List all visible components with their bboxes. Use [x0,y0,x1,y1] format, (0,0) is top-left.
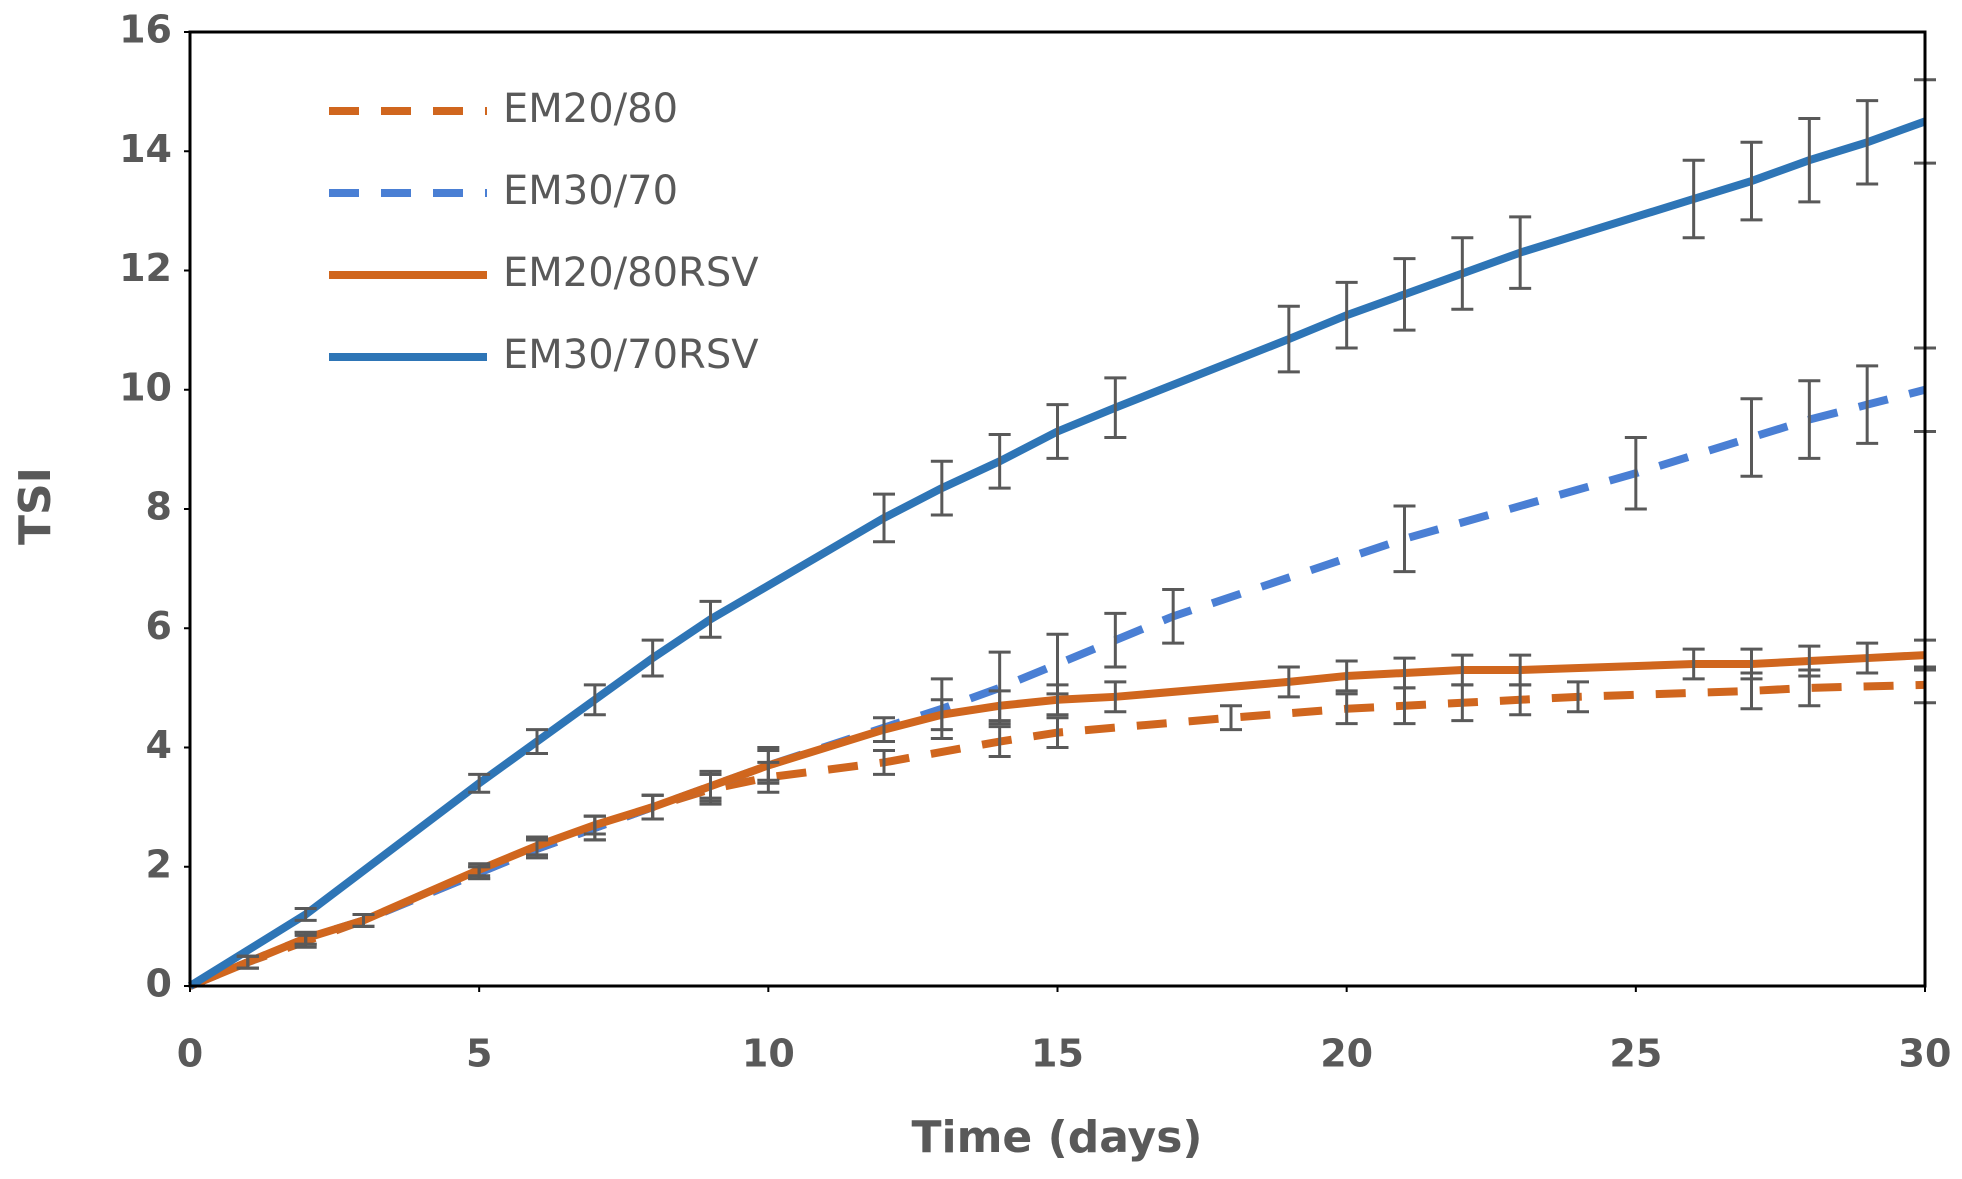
error-bar [1046,716,1069,749]
legend-label: EM20/80RSV [503,250,759,296]
y-tick-label: 8 [146,485,172,529]
error-bar [1277,665,1300,699]
error-bar [930,459,953,517]
y-tick-label: 14 [119,127,172,171]
error-bar [1567,680,1589,714]
error-bar [468,772,491,794]
error-bar [1277,304,1300,374]
error-bar [1220,704,1242,732]
x-tick-label: 15 [1031,1032,1084,1076]
error-bar [1682,158,1705,240]
error-bar [352,912,375,928]
error-bar [1104,680,1127,714]
y-tick-label: 10 [119,365,172,409]
x-tick-label: 25 [1609,1032,1662,1076]
legend-label: EM30/70RSV [503,332,759,378]
error-bar [294,906,317,922]
error-bar [1740,397,1763,478]
error-bar [988,689,1011,723]
legend-label: EM20/80 [503,86,678,132]
error-bar [1798,116,1821,204]
x-tick-label: 20 [1320,1032,1373,1076]
error-bar [1451,653,1474,687]
error-bar [468,862,491,878]
error-bar [1335,692,1358,726]
x-tick-label: 30 [1899,1032,1952,1076]
y-tick-label: 4 [146,723,172,767]
error-bar [873,748,895,776]
error-bar [1393,257,1416,332]
x-tick-label: 10 [742,1032,795,1076]
error-bar [757,748,780,782]
error-bar [873,716,895,744]
y-tick-label: 6 [146,604,172,648]
error-bar [1393,656,1416,690]
error-bar [1104,611,1127,669]
error-bar [1682,647,1705,681]
y-tick-label: 0 [146,962,172,1006]
error-bar [1740,647,1763,681]
error-bar [988,432,1011,490]
error-bar [1451,236,1474,311]
error-bar [1335,280,1358,350]
y-tick-label: 16 [119,8,172,52]
error-bar [1104,376,1127,439]
error-bar [988,725,1011,758]
error-bar [526,728,548,755]
error-bar [1509,653,1532,687]
error-bar [930,698,953,732]
legend-label: EM30/70 [503,168,678,214]
error-bar [294,930,317,946]
error-bar [526,835,548,857]
error-bar [1856,99,1879,186]
error-bar [1393,504,1416,574]
error-bar [1798,644,1821,678]
error-bar [1162,587,1185,645]
error-bar [1798,379,1821,460]
series-line [188,680,1926,990]
error-bar [1740,140,1763,222]
error-bar [1046,403,1069,460]
series-line [187,117,1927,990]
error-bar [1856,641,1879,675]
error-bar [236,954,259,970]
error-bar [699,599,722,639]
x-axis-title: Time (days) [911,1112,1202,1163]
error-bar [1046,683,1069,717]
error-bar [641,793,664,821]
x-tick-label: 5 [466,1032,492,1076]
y-tick-label: 12 [119,246,172,290]
y-axis-title: TSI [10,467,61,545]
error-bar [583,814,606,836]
error-bar [641,638,664,678]
error-bar [873,492,895,544]
x-tick-label: 0 [177,1032,203,1076]
error-bar [1509,215,1532,290]
error-bar [1856,364,1879,445]
error-bar [1335,659,1358,693]
error-bar [699,772,722,800]
error-bar [583,683,606,717]
plot-frame [188,30,1927,988]
y-tick-label: 2 [146,842,172,886]
error-bar [1624,435,1647,511]
